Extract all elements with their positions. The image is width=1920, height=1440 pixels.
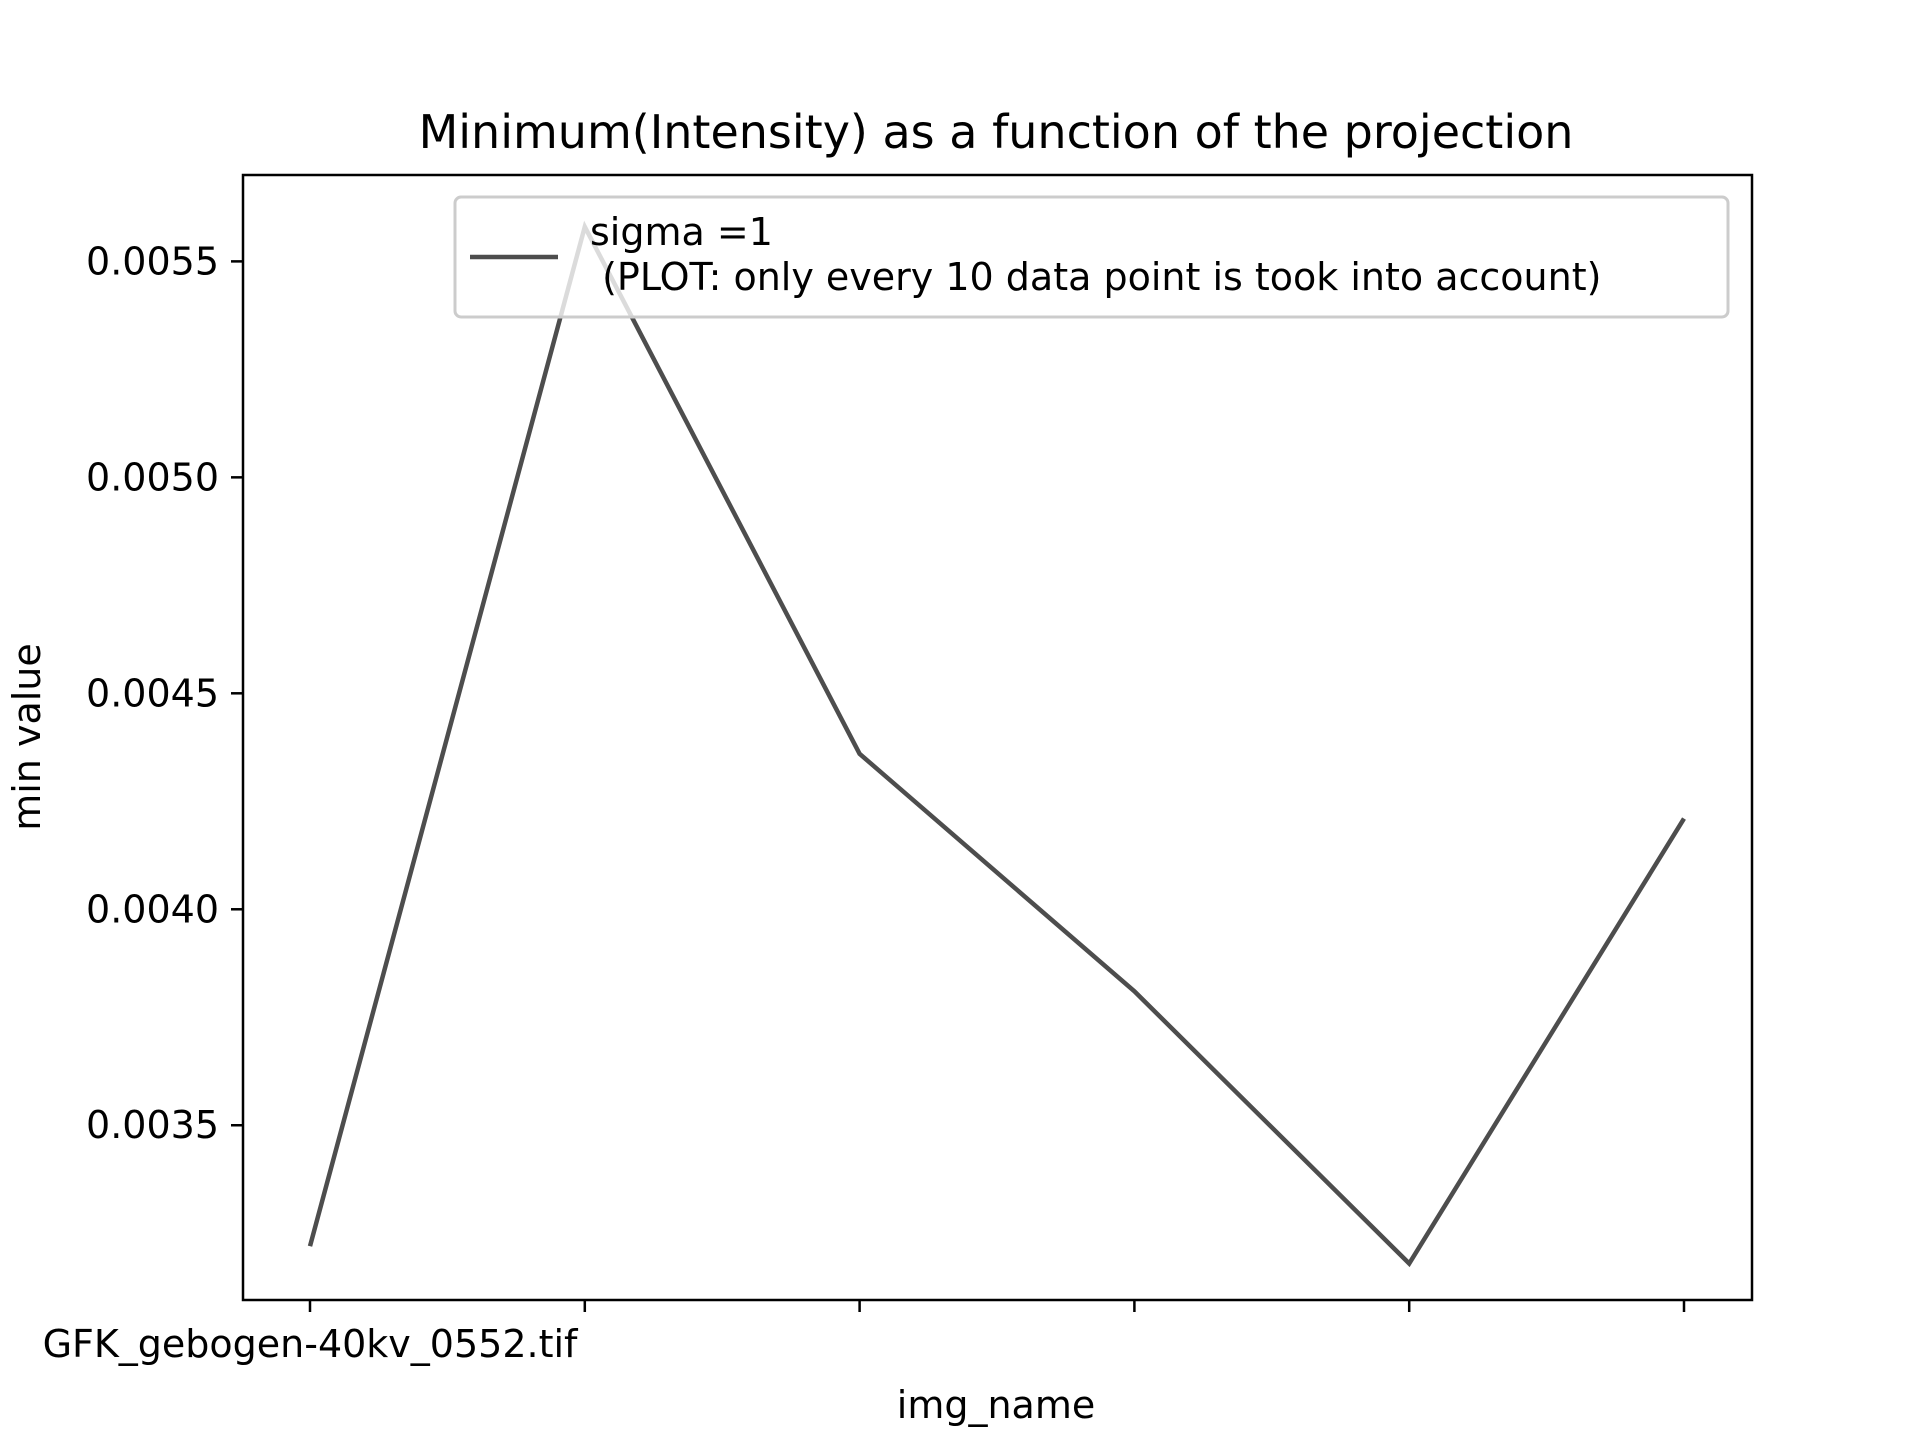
y-axis-label: min value [5,643,49,831]
chart-title: Minimum(Intensity) as a function of the … [419,105,1574,159]
legend-label: sigma =1 (PLOT: only every 10 data point… [590,210,1601,299]
axes-frame [241,173,1754,1302]
y-tick-label: 0.0035 [86,1103,219,1147]
series-line-sigma-1 [307,220,1686,1268]
y-tick-label: 0.0050 [86,455,219,499]
y-tick-label: 0.0040 [86,887,219,931]
plot-area: 0.0035 0.0040 0.0045 0.0050 0.0055 GFK_geboge… [43,173,1754,1366]
legend-box [453,195,1730,319]
legend: sigma =1 (PLOT: only every 10 data point… [453,195,1730,319]
x-axis-label: img_name [897,1383,1095,1427]
y-tick-label: 0.0055 [86,239,219,283]
x-tick-label: GFK_gebogen-40kv_0552.tif [43,1322,579,1366]
y-tick-label: 0.0045 [86,671,219,715]
